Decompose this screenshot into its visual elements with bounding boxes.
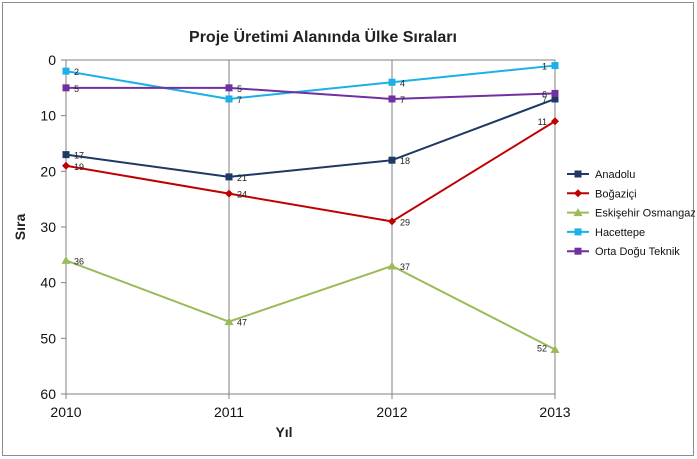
data-point bbox=[388, 78, 396, 86]
series-line bbox=[65, 98, 556, 178]
y-tick-label: 60 bbox=[40, 386, 56, 402]
data-point bbox=[225, 189, 233, 198]
data-label: 36 bbox=[74, 256, 84, 266]
data-point bbox=[388, 95, 396, 103]
y-tick-label: 30 bbox=[40, 219, 56, 235]
data-label: 7 bbox=[400, 95, 405, 105]
series-line bbox=[65, 64, 556, 100]
data-label: 4 bbox=[400, 78, 405, 88]
legend-marker bbox=[574, 170, 582, 178]
x-tick-label: 2012 bbox=[376, 404, 407, 420]
data-point bbox=[62, 67, 70, 75]
data-label: 1 bbox=[542, 62, 547, 72]
data-label: 17 bbox=[74, 151, 84, 161]
legend: Anadolu Boğaziçi Eskişehir Osmangazi Hacett… bbox=[567, 169, 695, 258]
series-line bbox=[65, 120, 556, 223]
data-point bbox=[551, 62, 559, 70]
data-label: 2 bbox=[74, 67, 79, 77]
data-label: 52 bbox=[537, 343, 547, 353]
y-tick-label: 40 bbox=[40, 275, 56, 291]
data-point bbox=[62, 151, 70, 159]
y-axis-title: Sıra bbox=[12, 214, 28, 241]
legend-label: Eskişehir Osmangazi bbox=[595, 208, 695, 220]
legend-label: Boğaziçi bbox=[595, 188, 637, 200]
data-label: 18 bbox=[400, 156, 410, 166]
legend-marker bbox=[574, 189, 582, 198]
data-point bbox=[551, 95, 559, 103]
series-line bbox=[65, 259, 556, 351]
chart-title: Proje Üretimi Alanında Ülke Sıraları bbox=[189, 27, 457, 46]
data-label: 6 bbox=[542, 89, 547, 99]
data-label: 37 bbox=[400, 262, 410, 272]
x-tick-label: 2013 bbox=[539, 404, 570, 420]
data-label: 5 bbox=[74, 84, 79, 94]
x-tick-label: 2010 bbox=[50, 404, 81, 420]
data-label: 7 bbox=[237, 95, 242, 105]
data-point bbox=[62, 161, 70, 170]
data-label: 29 bbox=[400, 217, 410, 227]
data-point bbox=[550, 344, 560, 353]
series-line bbox=[66, 86, 556, 100]
y-tick-label: 0 bbox=[48, 52, 56, 68]
legend-label: Anadolu bbox=[595, 169, 635, 181]
data-point bbox=[388, 156, 396, 164]
data-point bbox=[62, 84, 70, 92]
data-label: 24 bbox=[237, 190, 247, 200]
legend-marker bbox=[574, 228, 582, 236]
x-axis-title: Yıl bbox=[275, 424, 292, 440]
data-point bbox=[225, 95, 233, 103]
data-point bbox=[551, 89, 559, 97]
data-label: 21 bbox=[237, 173, 247, 183]
x-tick-label: 2011 bbox=[214, 404, 244, 420]
legend-label: Orta Doğu Teknik bbox=[595, 246, 680, 258]
y-tick-label: 50 bbox=[40, 330, 56, 346]
data-label: 47 bbox=[237, 318, 247, 328]
legend-marker bbox=[573, 208, 583, 217]
y-tick-label: 10 bbox=[40, 108, 56, 124]
data-point bbox=[225, 84, 233, 92]
data-label: 19 bbox=[74, 162, 84, 172]
data-point bbox=[388, 217, 396, 226]
data-point bbox=[61, 255, 71, 264]
y-tick-label: 20 bbox=[40, 163, 56, 179]
legend-marker bbox=[574, 247, 582, 255]
legend-label: Hacettepe bbox=[595, 227, 645, 239]
data-label: 7 bbox=[542, 95, 547, 105]
data-label: 11 bbox=[538, 117, 547, 127]
data-point bbox=[224, 317, 234, 326]
plot-border bbox=[65, 59, 556, 395]
data-point bbox=[225, 173, 233, 181]
line-chart: Proje Üretimi Alanında Ülke Sıraları 0 10… bbox=[12, 27, 695, 440]
data-point bbox=[551, 117, 559, 126]
data-label: 5 bbox=[237, 84, 242, 94]
data-point bbox=[387, 261, 397, 270]
